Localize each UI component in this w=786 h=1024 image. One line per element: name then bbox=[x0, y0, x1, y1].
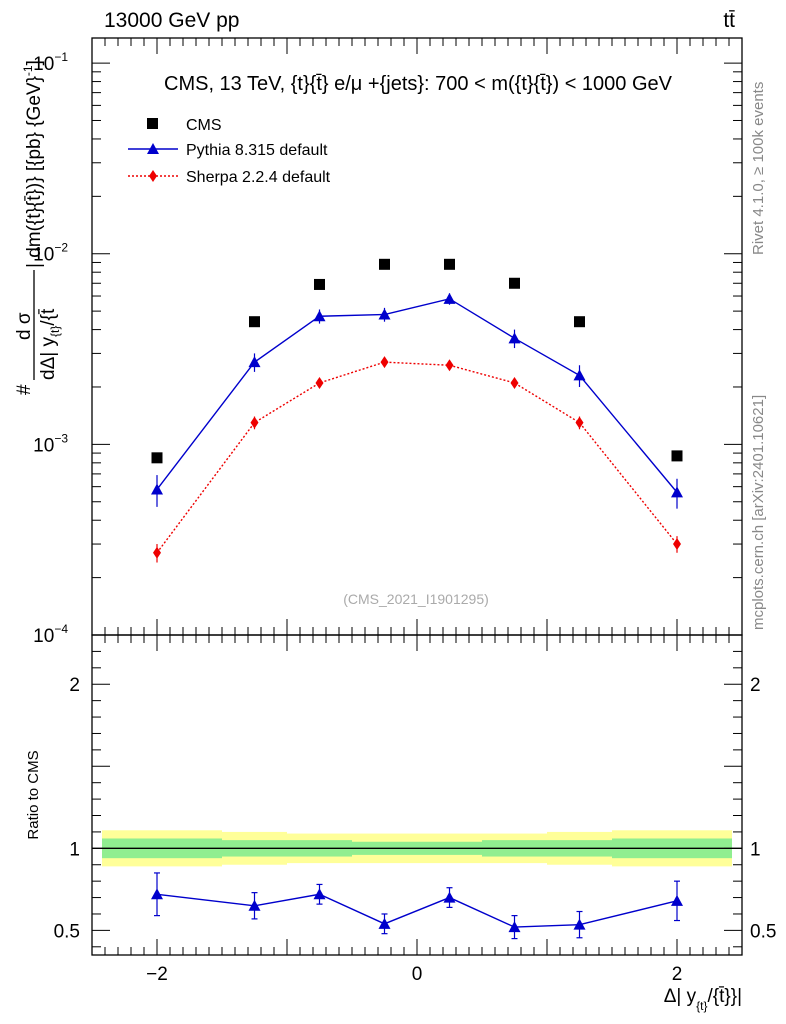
ylabel-hash: # bbox=[14, 384, 35, 395]
ratio-y-tick-label: 0.5 bbox=[54, 921, 80, 942]
y-tick-label: 10−4 bbox=[33, 622, 68, 647]
ratio-point-pythia bbox=[671, 894, 683, 906]
data-point-sherpa bbox=[250, 416, 259, 429]
xlabel-sub: {t} bbox=[696, 999, 707, 1013]
data-point-cms bbox=[314, 278, 325, 290]
data-point-pythia bbox=[671, 486, 683, 498]
ratio-line-pythia bbox=[156, 893, 678, 928]
xlabel-end: /{t̄}}| bbox=[707, 986, 742, 1007]
y-axis-label: # d σ dΔ| y{t}/{t̄ | dm({t}{t̄})} [{pb} … bbox=[14, 60, 62, 395]
data-point-pythia bbox=[573, 369, 586, 381]
y-tick-label: 10−3 bbox=[33, 431, 68, 456]
ylabel-close: ] bbox=[24, 60, 45, 65]
data-point-sherpa bbox=[445, 359, 454, 372]
data-point-sherpa bbox=[315, 376, 324, 389]
svg-text:| dm({t}{t̄})} [{pb} {GeV}-1]: | dm({t}{t̄})} [{pb} {GeV}-1] bbox=[21, 60, 45, 268]
ratio-point-pythia bbox=[508, 921, 521, 933]
x-tick-label: 2 bbox=[672, 964, 683, 985]
data-point-pythia bbox=[151, 483, 163, 495]
axes-ticks: 10−1 10−2 10−3 10−4 −2 0 2 0.5 0.5 1 1 2 2 bbox=[33, 38, 776, 985]
chart-title: CMS, 13 TeV, {t}{t̄} e/μ +{jets}: 700 < … bbox=[164, 73, 673, 95]
legend-marker-pythia bbox=[147, 143, 159, 154]
legend-label-pythia: Pythia 8.315 default bbox=[186, 142, 328, 159]
ratio-uncertainty-bands bbox=[92, 830, 742, 867]
svg-text:dΔ| y{t}/{t̄: dΔ| y{t}/{t̄ bbox=[38, 308, 62, 380]
data-point-pythia bbox=[443, 292, 456, 304]
legend: CMS Pythia 8.315 default Sherpa 2.2.4 de… bbox=[128, 117, 331, 186]
data-point-pythia bbox=[313, 310, 326, 322]
data-point-sherpa bbox=[380, 356, 389, 369]
data-point-cms bbox=[671, 450, 683, 462]
data-point-sherpa bbox=[510, 376, 519, 389]
data-point-pythia bbox=[508, 332, 521, 344]
ratio-point-pythia bbox=[573, 918, 586, 930]
ratio-point-pythia bbox=[313, 888, 326, 900]
data-point-sherpa bbox=[153, 546, 161, 559]
ratio-y-tick-label-right: 0.5 bbox=[750, 921, 776, 942]
ratio-point-pythia bbox=[378, 917, 391, 929]
y-tick-label: 10−2 bbox=[33, 241, 68, 266]
ylabel-denominator: dΔ| y bbox=[38, 337, 59, 380]
series-line-2 bbox=[156, 361, 678, 554]
ylabel-rest: | dm({t}{t̄})} [{pb} {GeV} bbox=[24, 76, 45, 268]
ratio-point-pythia bbox=[248, 899, 261, 911]
data-point-cms bbox=[151, 452, 163, 464]
ratio-series bbox=[151, 872, 683, 940]
analysis-id: (CMS_2021_I1901295) bbox=[343, 591, 489, 607]
process-label: tt̄ bbox=[723, 9, 735, 32]
data-point-sherpa bbox=[673, 538, 681, 551]
energy-label: 13000 GeV pp bbox=[104, 9, 239, 32]
data-series bbox=[151, 258, 683, 563]
data-point-cms bbox=[574, 316, 585, 328]
ratio-y-label: Ratio to CMS bbox=[25, 750, 42, 839]
x-tick-label: −2 bbox=[146, 964, 168, 985]
x-axis-label: Δ| y{t}/{t̄}}| bbox=[664, 986, 742, 1013]
ratio-y-tick-label: 1 bbox=[69, 839, 80, 860]
ratio-point-pythia bbox=[151, 888, 163, 900]
y-tick-label: 10−1 bbox=[33, 50, 68, 75]
ratio-y-tick-label-right: 1 bbox=[750, 839, 761, 860]
xlabel-start: Δ| y bbox=[664, 986, 697, 1007]
ylabel-sub-t: {t} bbox=[48, 326, 62, 337]
data-point-cms bbox=[379, 258, 390, 270]
legend-label-sherpa: Sherpa 2.2.4 default bbox=[186, 169, 331, 186]
rivet-label: Rivet 4.1.0, ≥ 100k events bbox=[750, 82, 767, 255]
data-point-pythia bbox=[378, 308, 391, 320]
data-point-cms bbox=[509, 277, 520, 289]
ylabel-den-tail: /{t̄ bbox=[38, 308, 59, 326]
series-line-1 bbox=[156, 298, 678, 493]
ratio-y-tick-label: 2 bbox=[69, 675, 80, 696]
ylabel-numerator: d σ bbox=[14, 312, 35, 340]
ratio-plot-frame bbox=[91, 634, 743, 956]
legend-marker-sherpa bbox=[149, 170, 157, 182]
data-point-pythia bbox=[248, 356, 261, 368]
ratio-point-pythia bbox=[443, 891, 456, 903]
legend-label-cms: CMS bbox=[186, 117, 222, 134]
data-point-cms bbox=[444, 258, 455, 270]
mcplots-label: mcplots.cern.ch [arXiv:2401.10621] bbox=[750, 395, 767, 630]
svg-text:#: # bbox=[14, 384, 35, 395]
data-point-cms bbox=[249, 316, 260, 328]
ratio-y-tick-label-right: 2 bbox=[750, 675, 761, 696]
data-point-sherpa bbox=[575, 416, 584, 429]
legend-marker-cms bbox=[147, 118, 158, 129]
x-tick-label: 0 bbox=[412, 964, 423, 985]
ylabel-exp: -1 bbox=[21, 65, 35, 76]
